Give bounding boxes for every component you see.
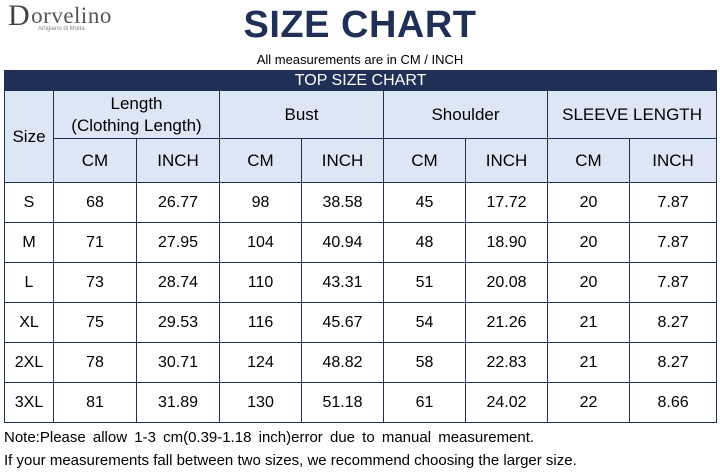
- shoulder-inch-cell: 21.26: [465, 302, 548, 343]
- sleeve-inch-cell: 8.27: [628, 342, 718, 383]
- shoulder-cm-cell: 51: [383, 262, 466, 303]
- sleeve-cm-cell: 20: [547, 182, 630, 223]
- length-cm-cell: 75: [53, 302, 137, 343]
- sleeve-cm-cell: 21: [547, 342, 630, 383]
- header-sleeve-length: SLEEVE LENGTH: [546, 90, 718, 139]
- table-row: 3XL 81 31.89 130 51.18 61 24.02 22 8.66: [4, 382, 718, 423]
- length-inch-cell: 27.95: [136, 222, 220, 263]
- length-cm-cell: 71: [53, 222, 137, 263]
- bust-inch-cell: 38.58: [301, 182, 384, 223]
- length-inch-cell: 28.74: [136, 262, 220, 303]
- length-cm-cell: 78: [53, 342, 137, 383]
- table-row: L 73 28.74 110 43.31 51 20.08 20 7.87: [4, 262, 718, 303]
- header-length-line1: Length: [110, 93, 163, 113]
- length-cm-cell: 81: [53, 382, 137, 423]
- shoulder-inch-cell: 24.02: [465, 382, 548, 423]
- bust-cm-cell: 124: [219, 342, 302, 383]
- size-cell: XL: [4, 302, 54, 343]
- header-length: Length (Clothing Length): [53, 90, 220, 139]
- size-cell: L: [4, 262, 54, 303]
- sleeve-inch-cell: 7.87: [628, 222, 718, 263]
- table-row: XL 75 29.53 116 45.67 54 21.26 21 8.27: [4, 302, 718, 343]
- sleeve-cm-cell: 21: [547, 302, 630, 343]
- shoulder-cm-cell: 54: [383, 302, 466, 343]
- length-cm-cell: 73: [53, 262, 137, 303]
- shoulder-inch-cell: 17.72: [465, 182, 548, 223]
- header-unit-inch: INCH: [465, 138, 548, 183]
- table-row: M 71 27.95 104 40.94 48 18.90 20 7.87: [4, 222, 718, 263]
- header-unit-cm: CM: [219, 138, 302, 183]
- length-inch-cell: 30.71: [136, 342, 220, 383]
- shoulder-inch-cell: 20.08: [465, 262, 548, 303]
- sleeve-cm-cell: 22: [547, 382, 630, 423]
- brand-initial: D: [8, 0, 31, 32]
- bust-inch-cell: 45.67: [301, 302, 384, 343]
- header-unit-cm: CM: [547, 138, 630, 183]
- table-title: TOP SIZE CHART: [3, 70, 718, 91]
- shoulder-inch-cell: 22.83: [465, 342, 548, 383]
- size-cell: 2XL: [4, 342, 54, 383]
- bust-inch-cell: 51.18: [301, 382, 384, 423]
- brand-name: orvelino: [31, 3, 112, 28]
- shoulder-cm-cell: 58: [383, 342, 466, 383]
- table-row: 2XL 78 30.71 124 48.82 58 22.83 21 8.27: [4, 342, 718, 383]
- shoulder-inch-cell: 18.90: [465, 222, 548, 263]
- bust-cm-cell: 110: [219, 262, 302, 303]
- length-cm-cell: 68: [53, 182, 137, 223]
- notes: Note:Please allow 1-3 cm(0.39-1.18 inch)…: [4, 426, 716, 472]
- shoulder-cm-cell: 45: [383, 182, 466, 223]
- header-unit-cm: CM: [383, 138, 466, 183]
- sleeve-inch-cell: 8.66: [628, 382, 718, 423]
- bust-cm-cell: 98: [219, 182, 302, 223]
- size-cell: 3XL: [4, 382, 54, 423]
- sleeve-inch-cell: 7.87: [628, 262, 718, 303]
- header-unit-inch: INCH: [136, 138, 220, 183]
- note-size-recommendation: If your measurements fall between two si…: [4, 452, 577, 469]
- header-unit-inch: INCH: [301, 138, 384, 183]
- header-size: Size: [4, 90, 54, 183]
- sleeve-inch-cell: 7.87: [628, 182, 718, 223]
- header-bust: Bust: [219, 90, 384, 139]
- length-inch-cell: 26.77: [136, 182, 220, 223]
- table-row: S 68 26.77 98 38.58 45 17.72 20 7.87: [4, 182, 718, 223]
- size-cell: S: [4, 182, 54, 223]
- length-inch-cell: 31.89: [136, 382, 220, 423]
- shoulder-cm-cell: 48: [383, 222, 466, 263]
- size-chart-table: TOP SIZE CHART Size Length (Clothing Len…: [3, 70, 718, 423]
- brand-tagline: Artigiano di Moda: [38, 26, 85, 32]
- length-inch-cell: 29.53: [136, 302, 220, 343]
- bust-cm-cell: 130: [219, 382, 302, 423]
- size-cell: M: [4, 222, 54, 263]
- shoulder-cm-cell: 61: [383, 382, 466, 423]
- page-subtitle: All measurements are in CM / INCH: [256, 52, 464, 67]
- header-unit-inch: INCH: [628, 138, 718, 183]
- sleeve-cm-cell: 20: [547, 222, 630, 263]
- bust-cm-cell: 116: [219, 302, 302, 343]
- bust-cm-cell: 104: [219, 222, 302, 263]
- header-shoulder: Shoulder: [383, 90, 548, 139]
- sleeve-cm-cell: 20: [547, 262, 630, 303]
- bust-inch-cell: 48.82: [301, 342, 384, 383]
- sleeve-inch-cell: 8.27: [628, 302, 718, 343]
- header-unit-cm: CM: [53, 138, 137, 183]
- page-title: SIZE CHART: [243, 4, 477, 46]
- bust-inch-cell: 40.94: [301, 222, 384, 263]
- note-error-tolerance: Note:Please allow 1-3 cm(0.39-1.18 inch)…: [4, 429, 535, 446]
- header-length-line2: (Clothing Length): [71, 115, 202, 135]
- bust-inch-cell: 43.31: [301, 262, 384, 303]
